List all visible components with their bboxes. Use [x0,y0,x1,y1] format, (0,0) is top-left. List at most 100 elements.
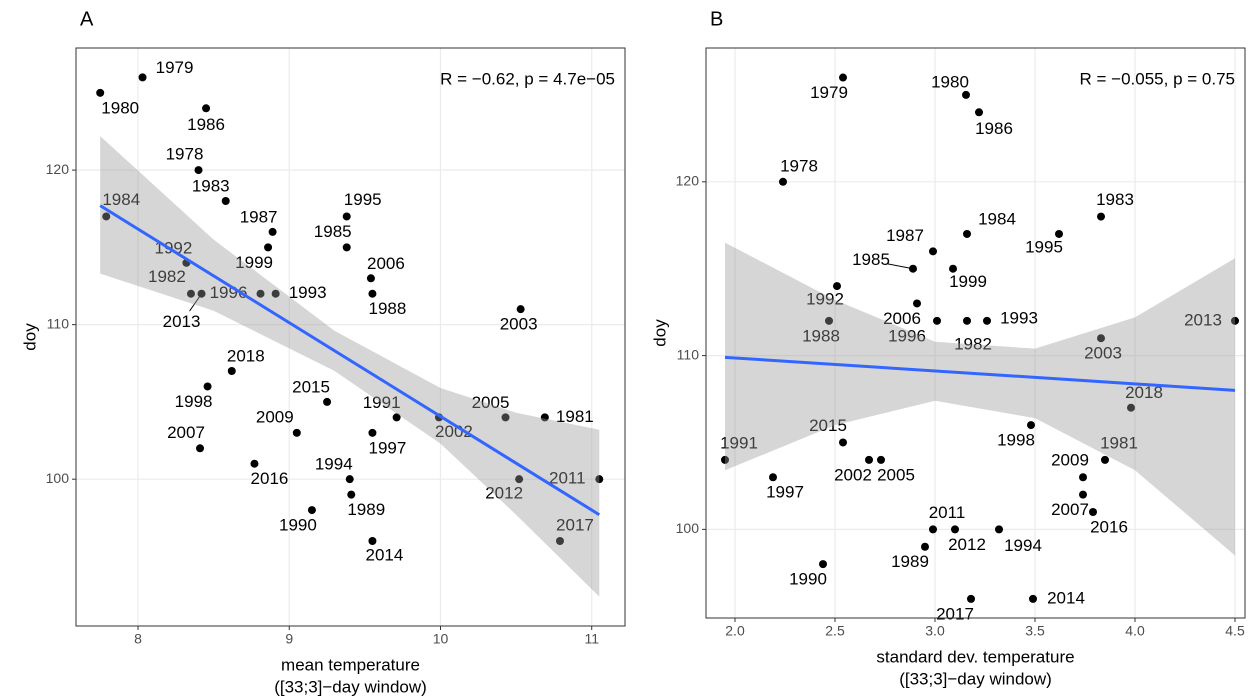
y-tick-label: 120 [46,161,70,177]
point-label: 1981 [556,407,594,426]
x-tick-label: 9 [285,631,293,647]
point-label: 2015 [809,416,847,435]
point-label: 1997 [766,483,804,502]
point [995,525,1003,534]
point-label: 1998 [175,392,213,411]
y-tick-label: 100 [46,470,70,486]
point-label: 1986 [975,119,1013,138]
point [138,73,147,82]
x-axis-title: mean temperature [281,655,420,674]
point [779,177,787,186]
point [307,506,316,515]
point-label: 1988 [802,326,840,345]
fit-line [99,204,601,517]
point-label: 2003 [1084,344,1122,363]
point-label: 1994 [1004,536,1042,555]
point-label: 2015 [292,377,330,396]
point [194,166,203,175]
point-label: 1981 [1100,433,1138,452]
point [865,455,873,464]
point-label: 1982 [148,267,186,286]
point [368,289,377,298]
point [963,316,971,325]
point-label: 1994 [315,455,353,474]
point-label: 2002 [435,422,473,441]
point-label: 1999 [949,272,987,291]
point [323,397,332,406]
point [555,537,564,545]
point-label: 2012 [485,484,523,503]
point-label: 1979 [810,83,848,102]
point [1101,455,1109,464]
point-label: 1985 [314,222,352,241]
point [368,537,377,545]
point [1055,229,1063,238]
x-tick-label: 10 [433,631,449,647]
point [250,459,259,468]
point-label: 1995 [1025,237,1063,256]
point [268,227,277,236]
point [1097,334,1105,343]
point [933,316,941,325]
point [913,299,921,308]
point [963,229,971,238]
point [929,247,937,256]
point [540,413,549,422]
label-leader [887,263,914,270]
x-axis-title: ([33;3]−day window) [274,677,427,696]
x-axis-title: ([33;3]−day window) [899,669,1052,688]
point [951,525,959,534]
point-label: 1996 [888,326,926,345]
point-label: 2009 [1051,451,1089,470]
point-label: 2017 [936,604,974,623]
point [839,73,847,82]
point-label: 1991 [720,433,758,452]
point [342,212,351,221]
point-label: 1986 [187,115,225,134]
point [392,413,401,422]
point [962,90,970,99]
point [342,243,351,252]
point [1079,473,1087,482]
point-label: 2013 [163,312,201,331]
point [345,475,354,484]
point [1097,212,1105,221]
point [595,475,604,484]
point-label: 1992 [154,238,192,257]
point [1089,507,1097,516]
point-label: 2006 [367,254,405,273]
point-label: 1982 [954,334,992,353]
point-label: 2005 [877,465,915,484]
y-tick-label: 100 [676,520,700,536]
point-label: 1989 [347,500,385,519]
point-label: 1980 [931,72,969,91]
point-label: 2018 [227,346,265,365]
panel-title: B [710,8,723,30]
point-label: 2012 [948,535,986,554]
x-tick-label: 4.5 [1225,623,1245,639]
plot-panel [76,48,625,626]
point [825,316,833,325]
point [501,413,510,422]
point-label: 1985 [852,250,890,269]
x-tick-label: 2.5 [825,623,845,639]
point-label: 1984 [978,209,1016,228]
point [1231,316,1239,325]
point [347,490,356,499]
point-label: 1995 [344,190,382,209]
panel-border [75,47,626,627]
point-label: 1983 [192,176,230,195]
point-label: 2013 [1184,310,1222,329]
point-label: 2017 [556,515,594,534]
x-tick-label: 2.0 [725,623,745,639]
point-label: 1993 [289,283,327,302]
point-label: 1992 [806,290,844,309]
point-label: 2005 [472,393,510,412]
point [833,282,841,291]
point [769,473,777,482]
point-label: 1980 [101,98,139,117]
point [203,382,212,391]
point-label: 1988 [369,299,407,318]
point-label: 2002 [834,465,872,484]
point [256,289,265,298]
